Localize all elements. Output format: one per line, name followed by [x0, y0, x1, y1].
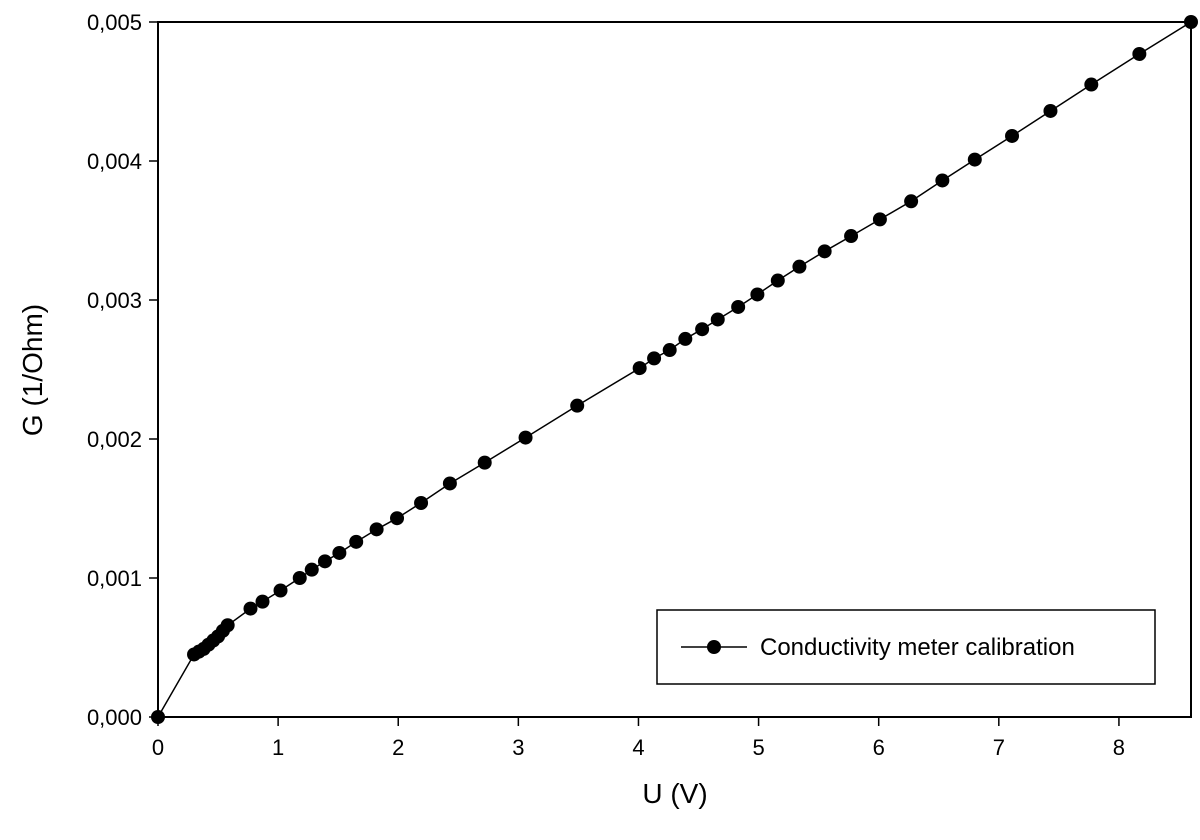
- data-point: [695, 322, 710, 337]
- x-tick-label: 5: [752, 735, 764, 760]
- data-point: [518, 430, 533, 445]
- data-point: [647, 351, 662, 366]
- y-tick-label: 0,001: [87, 566, 142, 591]
- y-tick-label: 0,003: [87, 288, 142, 313]
- data-point: [632, 361, 647, 376]
- data-point: [678, 331, 693, 346]
- y-axis: 0,000 0,001 0,002 0,003 0,004 0,005: [87, 10, 158, 730]
- y-tick-label: 0,005: [87, 10, 142, 35]
- data-point: [477, 455, 492, 470]
- series-points: [151, 15, 1198, 724]
- x-tick-label: 7: [993, 735, 1005, 760]
- data-point: [255, 594, 270, 609]
- plot-area-frame: [157, 21, 1192, 718]
- data-point: [662, 343, 677, 358]
- data-point: [390, 511, 405, 526]
- data-point: [304, 562, 319, 577]
- data-point: [844, 229, 859, 244]
- data-point: [1184, 15, 1198, 29]
- data-point: [151, 710, 165, 724]
- data-point: [369, 522, 384, 537]
- legend-marker: [707, 640, 721, 654]
- x-tick-label: 2: [392, 735, 404, 760]
- data-point: [1084, 77, 1099, 92]
- y-tick-label: 0,000: [87, 705, 142, 730]
- y-tick-label: 0,004: [87, 149, 142, 174]
- legend: Conductivity meter calibration: [656, 609, 1156, 685]
- data-point: [731, 299, 746, 314]
- x-tick-label: 8: [1113, 735, 1125, 760]
- data-point: [1005, 128, 1020, 143]
- data-point: [442, 476, 457, 491]
- data-point: [1043, 103, 1058, 118]
- y-tick-label: 0,002: [87, 427, 142, 452]
- x-axis-title: U (V): [642, 778, 707, 809]
- data-point: [792, 259, 807, 274]
- data-point: [414, 495, 429, 510]
- data-point: [570, 398, 585, 413]
- data-point: [317, 554, 332, 569]
- data-point: [967, 152, 982, 167]
- data-point: [817, 244, 832, 259]
- data-point: [220, 618, 235, 633]
- data-point: [292, 571, 307, 585]
- x-tick-label: 1: [272, 735, 284, 760]
- data-point: [243, 601, 258, 616]
- data-point: [273, 583, 288, 598]
- data-point: [750, 287, 765, 302]
- data-point: [710, 312, 725, 327]
- data-point: [872, 212, 887, 227]
- data-point: [904, 194, 919, 209]
- x-tick-label: 6: [873, 735, 885, 760]
- x-tick-label: 0: [152, 735, 164, 760]
- data-point: [349, 534, 364, 549]
- data-point: [1132, 46, 1147, 61]
- y-axis-title: G (1/Ohm): [17, 304, 48, 436]
- x-tick-label: 3: [512, 735, 524, 760]
- data-point: [332, 545, 347, 560]
- data-point: [935, 173, 950, 188]
- legend-label: Conductivity meter calibration: [760, 634, 1075, 661]
- x-axis: 0 1 2 3 4 5 6 7 8: [152, 717, 1125, 760]
- x-tick-label: 4: [632, 735, 644, 760]
- data-point: [770, 273, 785, 288]
